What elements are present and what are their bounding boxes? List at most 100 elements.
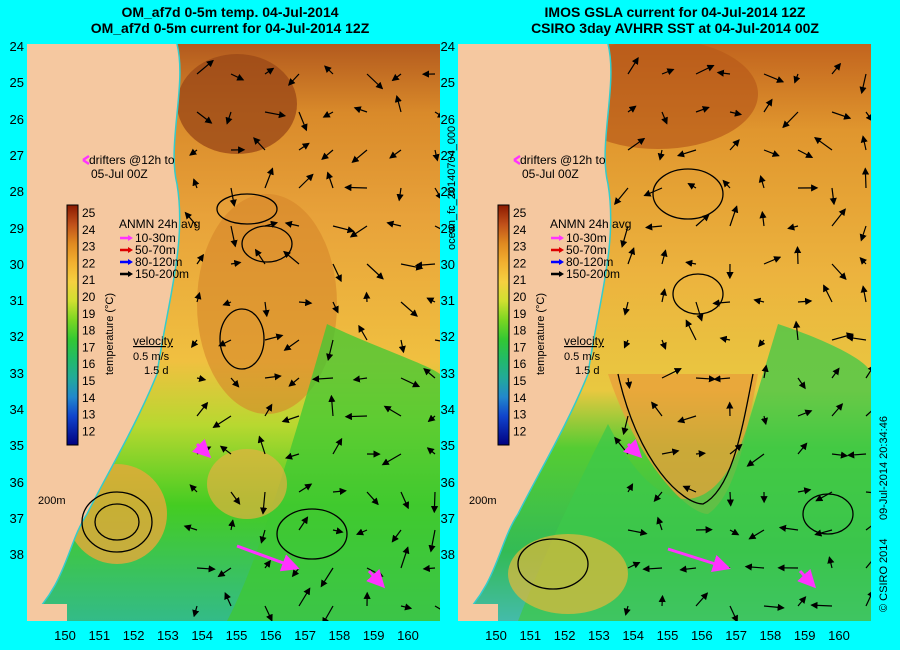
left-panel-title: OM_af7d 0-5m temp. 04-Jul-2014 OM_af7d 0… (0, 4, 460, 36)
lon-label: 152 (553, 628, 576, 643)
colorbar-tick: 13 (82, 408, 96, 422)
drifters-label-line2: 05-Jul 00Z (91, 167, 148, 181)
current-vector (831, 111, 852, 120)
lon-label: 151 (88, 628, 111, 643)
current-vector (326, 339, 334, 361)
current-vector (262, 301, 270, 318)
current-vector (859, 73, 867, 95)
current-vector (614, 187, 629, 206)
current-vector (400, 377, 421, 388)
lon-label: 157 (294, 628, 316, 643)
lon-label: 158 (759, 628, 782, 643)
lat-label: 35 (9, 438, 24, 454)
current-vector (763, 256, 782, 265)
current-vector (349, 225, 368, 238)
current-vector (814, 529, 833, 537)
current-vector (257, 435, 266, 455)
current-vector (196, 253, 204, 265)
current-vector (414, 261, 436, 269)
right-title-line2: CSIRO 3day AVHRR SST at 04-Jul-2014 00Z (531, 20, 819, 36)
colorbar-label: temperature (°C) (535, 293, 547, 375)
current-vector (627, 561, 641, 569)
current-vector (625, 377, 633, 390)
anmn-arrowhead-icon (128, 235, 133, 241)
current-vector (716, 69, 731, 77)
current-vector (398, 339, 406, 354)
current-vector (189, 484, 198, 493)
current-vector (831, 263, 847, 280)
current-vector (389, 149, 402, 159)
lat-label: 30 (9, 256, 24, 272)
velocity-label: velocity (133, 334, 173, 348)
current-vector (827, 556, 835, 569)
lon-label: 150 (54, 628, 76, 643)
velocity-speed: 0.5 m/s (133, 351, 170, 363)
colorbar-tick: 17 (82, 340, 96, 354)
lat-label: 24 (440, 39, 455, 54)
lat-label: 29 (9, 220, 24, 236)
current-vector (298, 516, 309, 531)
current-vector (695, 450, 706, 458)
current-vector (224, 592, 232, 607)
current-vector (829, 187, 837, 206)
current-vector (748, 529, 765, 540)
velocity-speed: 0.5 m/s (564, 351, 601, 363)
current-vector (321, 149, 334, 160)
current-vector (620, 225, 629, 248)
current-vector (366, 491, 379, 506)
current-vector (184, 211, 198, 227)
current-vector (661, 368, 682, 379)
current-vector (366, 263, 384, 280)
current-vector (281, 415, 300, 423)
colorbar-label: temperature (°C) (104, 293, 116, 375)
current-vector (759, 210, 767, 227)
lat-label: 36 (440, 474, 455, 490)
temperature-colorbar (497, 204, 510, 446)
current-vector (225, 111, 233, 125)
current-vector (658, 594, 666, 607)
lon-label: 160 (397, 628, 419, 643)
colorbar-tick: 17 (513, 340, 527, 354)
lat-label: 28 (9, 184, 24, 200)
current-vector (229, 187, 237, 207)
current-vector (298, 587, 311, 607)
lat-label: 25 (9, 75, 24, 91)
anmn-title: ANMN 24h avg (550, 217, 631, 231)
current-vector (695, 301, 704, 322)
current-vector (695, 106, 710, 113)
current-vector (860, 135, 868, 151)
left-title-line1: OM_af7d 0-5m temp. 04-Jul-2014 (121, 4, 339, 20)
lat-label: 26 (440, 111, 455, 127)
lon-label: 157 (725, 628, 747, 643)
current-vector (222, 299, 232, 307)
lat-label: 33 (9, 365, 24, 381)
current-vector (400, 301, 418, 317)
current-vector (831, 208, 846, 227)
current-vector (264, 111, 287, 119)
current-vector (400, 546, 410, 569)
current-vector (763, 73, 785, 83)
anmn-depth-label: 80-120m (566, 255, 613, 269)
current-vector (228, 519, 236, 531)
current-vector (626, 483, 634, 493)
current-vector (264, 333, 284, 341)
drifters-label-line1: drifters @12h to (520, 153, 606, 167)
lon-label: 156 (259, 628, 282, 643)
lon-label: 159 (793, 628, 816, 643)
anmn-title: ANMN 24h avg (119, 217, 200, 231)
current-vector (865, 364, 871, 379)
current-vector (865, 410, 871, 417)
current-vector (189, 148, 198, 156)
right-map (458, 44, 871, 621)
current-vector (426, 297, 436, 305)
lat-label: 32 (9, 329, 24, 345)
current-vector (627, 56, 639, 75)
velocity-duration: 1.5 d (144, 365, 168, 377)
current-vector (288, 377, 300, 387)
current-vector (434, 339, 440, 342)
anmn-depth-label: 50-70m (566, 243, 607, 257)
current-vector (298, 173, 314, 189)
colorbar-tick: 16 (82, 357, 96, 371)
